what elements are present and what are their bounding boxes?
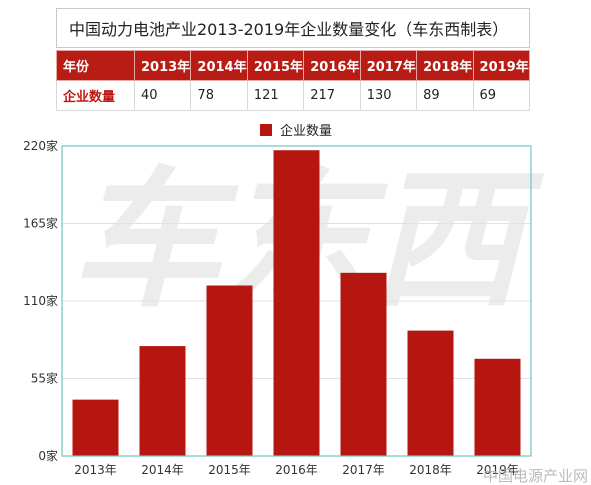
data-table: 年份 2013年 2014年 2015年 2016年 2017年 2018年 2… xyxy=(56,50,531,111)
table-year-cell: 2015年 xyxy=(246,50,305,81)
table-year-cell: 2016年 xyxy=(303,50,361,81)
chart-legend: 企业数量 xyxy=(260,120,332,139)
table-value-row: 企业数量 40 78 121 217 130 89 69 xyxy=(56,80,531,111)
table-value-cell: 217 xyxy=(303,80,361,111)
source-watermark: 中国电源产业网 xyxy=(483,467,588,485)
plot-area-border xyxy=(61,145,532,457)
legend-swatch xyxy=(260,123,272,136)
bar-2015年 xyxy=(206,285,253,456)
table-header-label: 年份 xyxy=(56,50,135,81)
table-value-cell: 121 xyxy=(246,80,305,111)
table-row-label: 企业数量 xyxy=(56,80,135,111)
bar-2013年 xyxy=(72,399,119,456)
y-tick-label: 55家 xyxy=(31,371,58,386)
y-tick-label: 110家 xyxy=(23,293,58,308)
legend-label: 企业数量 xyxy=(280,124,333,139)
x-tick-label: 2014年 xyxy=(141,463,184,477)
bar-2019年 xyxy=(474,358,521,456)
table-value-cell: 78 xyxy=(190,80,248,111)
table-value-cell: 130 xyxy=(359,80,418,111)
bar-2018年 xyxy=(407,330,454,456)
table-header-row: 年份 2013年 2014年 2015年 2016年 2017年 2018年 2… xyxy=(56,50,531,81)
x-tick-label: 2019年 xyxy=(476,463,519,477)
x-tick-label: 2016年 xyxy=(275,463,318,477)
table-value-cell: 89 xyxy=(416,80,474,111)
table-year-cell: 2014年 xyxy=(190,50,248,81)
bar-2017年 xyxy=(340,272,387,456)
y-tick-label: 165家 xyxy=(23,216,58,231)
x-tick-label: 2018年 xyxy=(409,463,452,477)
x-tick-label: 2015年 xyxy=(208,463,251,477)
x-tick-label: 2017年 xyxy=(342,463,385,477)
bar-2014年 xyxy=(139,346,186,456)
table-value-cell: 69 xyxy=(472,80,531,111)
table-year-cell: 2013年 xyxy=(133,50,192,81)
table-year-cell: 2018年 xyxy=(416,50,474,81)
table-year-cell: 2019年 xyxy=(472,50,531,81)
chart-title: 中国动力电池产业2013-2019年企业数量变化（车东西制表） xyxy=(56,8,530,48)
table-year-cell: 2017年 xyxy=(359,50,418,81)
y-tick-label: 220家 xyxy=(23,138,58,153)
x-tick-label: 2013年 xyxy=(74,463,117,477)
table-value-cell: 40 xyxy=(133,80,192,111)
chart-title-text: 中国动力电池产业2013-2019年企业数量变化（车东西制表） xyxy=(69,20,509,39)
bar-2016年 xyxy=(273,150,320,456)
y-tick-label: 0家 xyxy=(38,448,58,463)
